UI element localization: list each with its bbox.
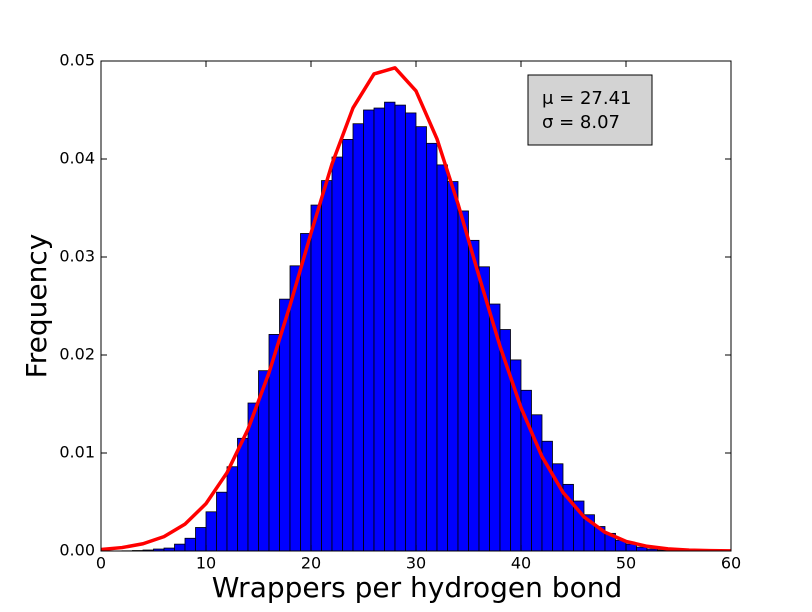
bar [226,466,238,551]
bar [300,233,312,551]
bar [394,104,406,551]
plot-area [101,66,731,551]
bar [415,126,427,551]
y-tick-label: 0.02 [59,345,95,364]
bar [457,210,469,551]
annotation-text: σ = 8.07 [542,112,620,133]
x-tick-label: 30 [406,554,426,573]
annotation-box [527,74,653,146]
x-tick-label: 20 [301,554,321,573]
bar [426,142,438,551]
y-tick-label: 0.05 [59,51,95,70]
fit-curve [101,66,731,551]
y-axis-label: Frequency [20,234,53,379]
bar [195,527,207,551]
bar [331,156,343,551]
bar [205,511,217,551]
annotation-text: μ = 27.41 [542,88,632,109]
bar [237,437,249,551]
bar [289,265,301,551]
bar [216,491,228,551]
bar [310,204,322,551]
bar [174,543,186,551]
y-tick-label: 0.03 [59,247,95,266]
bar [363,109,375,551]
x-tick-label: 40 [511,554,531,573]
x-tick-label: 0 [96,554,106,573]
bar [184,537,196,551]
bar [321,180,333,551]
bar [373,107,385,551]
bar [352,123,364,551]
ticks: 0 10 20 30 40 50 60 0.00 0.01 0.02 0.03 0.04 0.05 [59,51,741,573]
x-tick-label: 50 [616,554,636,573]
bar [405,112,417,551]
x-tick-label: 10 [196,554,216,573]
bar [384,101,396,551]
bar [468,239,480,551]
x-tick-label: 60 [721,554,741,573]
y-tick-label: 0.01 [59,443,95,462]
bar [436,164,448,551]
bar [342,138,354,551]
y-tick-label: 0.04 [59,149,95,168]
bar [447,181,459,551]
x-axis-label: Wrappers per hydrogen bond [212,571,622,604]
y-tick-label: 0.00 [59,541,95,560]
